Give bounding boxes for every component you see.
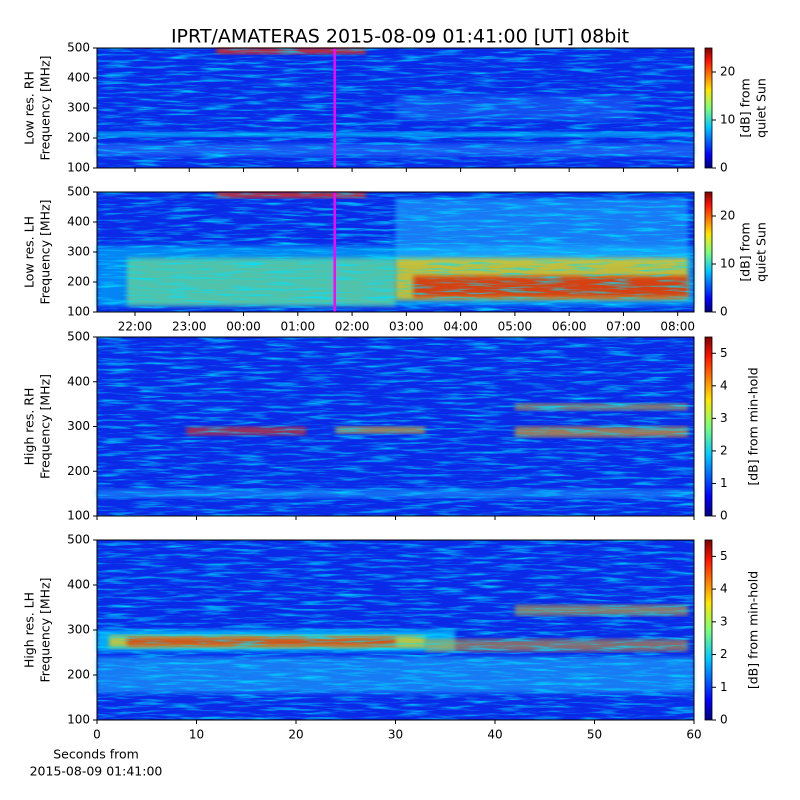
y-tick-label: 400 bbox=[67, 71, 90, 85]
x-tick-label: 23:00 bbox=[172, 320, 207, 334]
x-axis-label: 2015-08-09 01:41:00 bbox=[30, 764, 163, 779]
x-tick-label: 60 bbox=[686, 728, 701, 742]
colorbar-tick-label: 0 bbox=[720, 161, 728, 175]
y-tick-label: 100 bbox=[67, 713, 90, 727]
y-axis-label: Frequency [MHz] bbox=[38, 55, 53, 160]
y-tick-label: 200 bbox=[67, 464, 90, 478]
x-tick-label: 03:00 bbox=[389, 320, 424, 334]
heatmap-noise bbox=[97, 540, 694, 720]
colorbar-tick-label: 10 bbox=[720, 113, 735, 127]
x-tick-label: 02:00 bbox=[335, 320, 370, 334]
y-tick-label: 200 bbox=[67, 131, 90, 145]
y-axis-label: Low res. RH bbox=[22, 71, 37, 145]
colorbar-tick-label: 2 bbox=[720, 647, 728, 661]
x-tick-label: 08:00 bbox=[660, 320, 695, 334]
x-tick-label: 50 bbox=[587, 728, 602, 742]
colorbar bbox=[704, 47, 713, 169]
x-tick-label: 30 bbox=[388, 728, 403, 742]
colorbar-label: [dB] from min-hold bbox=[746, 571, 761, 689]
y-tick-label: 300 bbox=[67, 419, 90, 433]
y-tick-label: 400 bbox=[67, 215, 90, 229]
x-tick-label: 04:00 bbox=[443, 320, 478, 334]
colorbar-tick-label: 10 bbox=[720, 257, 735, 271]
x-tick-label: 07:00 bbox=[606, 320, 641, 334]
y-tick-label: 400 bbox=[67, 374, 90, 388]
y-tick-label: 300 bbox=[67, 623, 90, 637]
x-tick-label: 20 bbox=[288, 728, 303, 742]
colorbar-tick-label: 2 bbox=[720, 443, 728, 457]
y-tick-label: 300 bbox=[67, 101, 90, 115]
y-axis-label: Frequency [MHz] bbox=[38, 577, 53, 682]
x-axis-label: Seconds from bbox=[53, 747, 139, 762]
x-tick-label: 0 bbox=[93, 728, 101, 742]
colorbar-label: quiet Sun bbox=[754, 78, 769, 138]
colorbar-label: [dB] from bbox=[738, 222, 753, 281]
y-axis-label: Frequency [MHz] bbox=[38, 199, 53, 304]
y-tick-label: 500 bbox=[67, 533, 90, 547]
y-axis-label: High res. RH bbox=[22, 388, 37, 466]
y-tick-label: 500 bbox=[67, 41, 90, 55]
colorbar-tick-label: 0 bbox=[720, 305, 728, 319]
x-tick-label: 22:00 bbox=[118, 320, 153, 334]
colorbar bbox=[704, 336, 713, 517]
colorbar-tick-label: 3 bbox=[720, 411, 728, 425]
colorbar-tick-label: 20 bbox=[720, 65, 735, 79]
colorbar-tick-label: 5 bbox=[720, 346, 728, 360]
x-tick-label: 00:00 bbox=[226, 320, 261, 334]
y-tick-label: 200 bbox=[67, 668, 90, 682]
y-axis-label: High res. LH bbox=[22, 592, 37, 668]
colorbar-tick-label: 3 bbox=[720, 614, 728, 628]
y-tick-label: 100 bbox=[67, 161, 90, 175]
heatmap-noise bbox=[97, 192, 694, 312]
x-tick-label: 06:00 bbox=[552, 320, 587, 334]
colorbar-tick-label: 1 bbox=[720, 476, 728, 490]
colorbar-label: [dB] from bbox=[738, 78, 753, 137]
chart-title: IPRT/AMATERAS 2015-08-09 01:41:00 [UT] 0… bbox=[171, 26, 629, 48]
colorbar-label: quiet Sun bbox=[754, 222, 769, 282]
y-tick-label: 400 bbox=[67, 578, 90, 592]
colorbar-tick-label: 0 bbox=[720, 713, 728, 727]
y-tick-label: 500 bbox=[67, 330, 90, 344]
colorbar-tick-label: 0 bbox=[720, 509, 728, 523]
colorbar-label: [dB] from min-hold bbox=[746, 367, 761, 485]
heatmap-noise bbox=[97, 337, 694, 516]
y-tick-label: 200 bbox=[67, 275, 90, 289]
x-tick-label: 10 bbox=[189, 728, 204, 742]
y-tick-label: 500 bbox=[67, 185, 90, 199]
y-tick-label: 100 bbox=[67, 509, 90, 523]
colorbar bbox=[704, 539, 713, 721]
colorbar-tick-label: 4 bbox=[720, 582, 728, 596]
colorbar-tick-label: 4 bbox=[720, 378, 728, 392]
colorbar-tick-label: 1 bbox=[720, 680, 728, 694]
y-axis-label: Low res. LH bbox=[22, 216, 37, 288]
x-tick-label: 05:00 bbox=[498, 320, 533, 334]
x-tick-label: 40 bbox=[487, 728, 502, 742]
y-axis-label: Frequency [MHz] bbox=[38, 374, 53, 479]
colorbar-tick-label: 20 bbox=[720, 209, 735, 223]
y-tick-label: 300 bbox=[67, 245, 90, 259]
colorbar-tick-label: 5 bbox=[720, 549, 728, 563]
heatmap-noise bbox=[97, 48, 694, 168]
colorbar bbox=[704, 191, 713, 313]
x-tick-label: 01:00 bbox=[281, 320, 316, 334]
y-tick-label: 100 bbox=[67, 305, 90, 319]
